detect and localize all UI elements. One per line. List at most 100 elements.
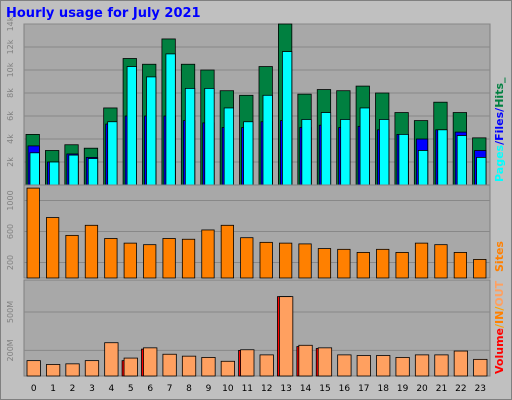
bar-sites (376, 248, 390, 279)
x-tick-label: 16 (339, 384, 351, 394)
bar-volume-out (376, 355, 391, 377)
bar-sites (26, 187, 40, 279)
bar-sites (298, 243, 312, 279)
bar-volume-out (279, 296, 294, 377)
bar-pages (282, 51, 293, 186)
bar-pages (379, 119, 390, 186)
bar-sites (259, 241, 273, 279)
bar-volume-out (46, 364, 61, 377)
bar-pages (262, 94, 273, 186)
bar-sites (104, 238, 118, 279)
bar-pages (340, 119, 351, 186)
panel-hits-files-pages: 2k 4k 6k 8k 10k 12k 14k (6, 16, 491, 186)
bar-pages (243, 121, 254, 186)
bar-pages (437, 129, 448, 186)
bar-sites (46, 217, 60, 279)
y-tick-label: 4k (6, 134, 15, 144)
y-tick-label: 10k (6, 62, 15, 77)
legend-entry: / (493, 323, 506, 328)
x-tick-label: 6 (147, 384, 153, 394)
bar-volume-out (201, 357, 216, 377)
y-tick-label: 200 (6, 255, 15, 270)
bar-volume-out (434, 354, 449, 377)
bar-pages (417, 150, 429, 186)
bar-volume-out (317, 347, 333, 377)
y-tick-label: 8k (6, 88, 15, 98)
x-tick-label: 0 (31, 384, 37, 394)
bar-pages (87, 158, 99, 186)
legend-volume: Volume/IN/OUT (493, 280, 506, 374)
legend-entry: / (493, 140, 506, 145)
panel-background (23, 23, 491, 186)
bar-pages (29, 152, 40, 186)
bar-volume-out (65, 363, 80, 377)
x-tick-label: 19 (397, 384, 409, 394)
bar-pages (126, 66, 137, 186)
bar-pages (49, 161, 60, 186)
bar-volume-out (84, 360, 100, 377)
bar-volume-out (162, 353, 177, 377)
bar-sites (395, 252, 409, 279)
x-tick-label: 2 (70, 384, 76, 394)
bar-volume-out (240, 349, 255, 377)
bar-sites (181, 238, 196, 279)
bar-volume-out (473, 358, 488, 377)
y-tick-label: 600 (6, 224, 15, 239)
bar-sites (414, 242, 429, 279)
bar-sites (123, 242, 137, 279)
x-tick-label: 23 (475, 384, 486, 394)
x-tick-label: 5 (128, 384, 134, 394)
x-tick-label: 8 (186, 384, 192, 394)
x-tick-label: 7 (167, 384, 173, 394)
x-tick-label: 4 (109, 384, 115, 394)
bar-sites (162, 238, 176, 279)
legend-entry: Pages (493, 144, 506, 182)
bar-pages (398, 133, 409, 186)
bar-volume-out (453, 350, 468, 377)
y-tick-label: 12k (6, 39, 15, 54)
bar-pages (204, 88, 215, 186)
bar-volume-out (220, 360, 235, 377)
bar-volume-out (143, 347, 158, 377)
bar-sites (220, 224, 234, 279)
bar-sites (240, 237, 254, 279)
bar-sites (143, 244, 157, 279)
y-tick-label: 1000 (6, 190, 15, 210)
bar-sites (279, 242, 293, 279)
legend-entry: Files (493, 111, 506, 141)
legend-entry: IN (493, 311, 506, 324)
bar-volume-out (181, 355, 197, 377)
x-tick-label: 10 (222, 384, 234, 394)
bar-pages (184, 88, 196, 186)
bar-volume-out (259, 354, 274, 377)
panel-volume: 200M 500M (6, 279, 491, 377)
x-tick-label: 13 (280, 384, 291, 394)
x-tick-label: 22 (455, 384, 466, 394)
y-tick-label: 2k (6, 157, 15, 167)
bar-pages (146, 76, 157, 186)
x-tick-label: 12 (261, 384, 272, 394)
bar-volume-out (104, 342, 119, 377)
x-tick-label: 3 (89, 384, 95, 394)
legend-entry: Volume (493, 328, 506, 374)
bar-volume-out (395, 357, 410, 377)
x-tick-label: 1 (50, 384, 56, 394)
x-tick-label: 20 (416, 384, 428, 394)
x-tick-label: 18 (377, 384, 389, 394)
x-tick-label: 21 (436, 384, 447, 394)
bar-sites (356, 252, 370, 279)
legend-entry: Sites (493, 241, 506, 272)
y-tick-label: 6k (6, 111, 15, 121)
bar-sites (65, 234, 79, 279)
y-tick-label: 500M (6, 301, 15, 323)
bar-volume-out (26, 360, 41, 377)
panel-sites: 200 600 1000 (6, 184, 491, 279)
x-tick-label: 11 (242, 384, 253, 394)
legend-entry: / (493, 306, 506, 311)
bar-pages (68, 154, 79, 186)
legend-entry: Hits (493, 83, 506, 108)
bar-pages (165, 53, 176, 186)
bar-volume-out (298, 344, 313, 377)
legend-sites: Sites (493, 241, 506, 272)
bar-sites (473, 258, 487, 279)
